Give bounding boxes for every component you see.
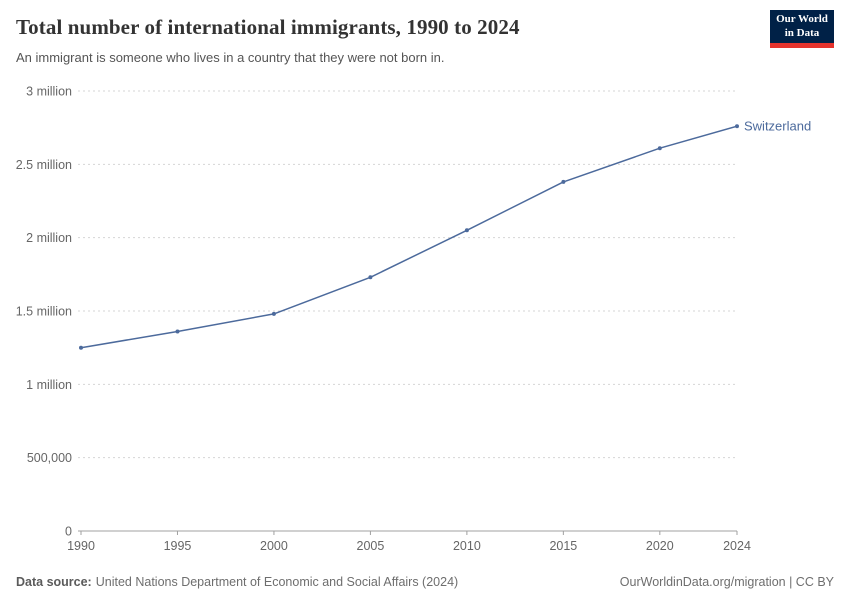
y-axis-tick-label: 1 million: [26, 378, 72, 392]
data-source: Data source: United Nations Department of…: [16, 575, 458, 589]
x-axis-tick-label: 2015: [549, 539, 577, 553]
chart-title: Total number of international immigrants…: [16, 15, 520, 39]
data-point[interactable]: [561, 179, 566, 184]
chart-footer: Data source: United Nations Department of…: [0, 563, 850, 600]
y-axis-tick-label: 500,000: [27, 451, 72, 465]
data-line-switzerland[interactable]: [80, 125, 738, 349]
x-axis-tick-label: 2010: [453, 539, 481, 553]
x-axis-tick-label: 2020: [646, 539, 674, 553]
x-axis-tick-label: 2024: [723, 539, 751, 553]
data-point[interactable]: [79, 345, 83, 350]
x-axis-tick-label: 1990: [67, 539, 95, 553]
data-point[interactable]: [657, 146, 662, 151]
x-axis-tick-label: 1995: [164, 539, 192, 553]
y-axis-tick-label: 2 million: [26, 231, 72, 245]
y-axis-tick-label: 3 million: [26, 85, 72, 99]
entity-end-label[interactable]: Switzerland: [744, 119, 811, 134]
data-point[interactable]: [464, 228, 469, 233]
x-axis-tick-label: 2005: [357, 539, 385, 553]
line-chart-canvas[interactable]: 0 500,000 1 million 1.5 million 2 million 2.5…: [0, 75, 850, 560]
owid-logo-line1: Our World: [776, 12, 828, 25]
data-source-label: Data source:: [16, 574, 92, 589]
owid-url-link[interactable]: OurWorldinData.org/migration | CC BY: [619, 574, 834, 589]
y-axis-tick-label: 2.5 million: [16, 158, 72, 172]
y-axis-tick-label: 0: [65, 525, 72, 539]
owid-logo[interactable]: Our World in Data: [770, 10, 834, 48]
data-point[interactable]: [735, 124, 739, 129]
y-axis-tick-label: 1.5 million: [16, 305, 72, 319]
data-source-text: United Nations Department of Economic an…: [95, 574, 459, 589]
x-axis-tick-label: 2000: [260, 539, 288, 553]
data-point[interactable]: [271, 311, 276, 316]
data-point[interactable]: [368, 275, 373, 280]
chart-subtitle: An immigrant is someone who lives in a c…: [16, 50, 445, 65]
owid-logo-line2: in Data: [784, 26, 820, 39]
data-point[interactable]: [175, 329, 180, 334]
